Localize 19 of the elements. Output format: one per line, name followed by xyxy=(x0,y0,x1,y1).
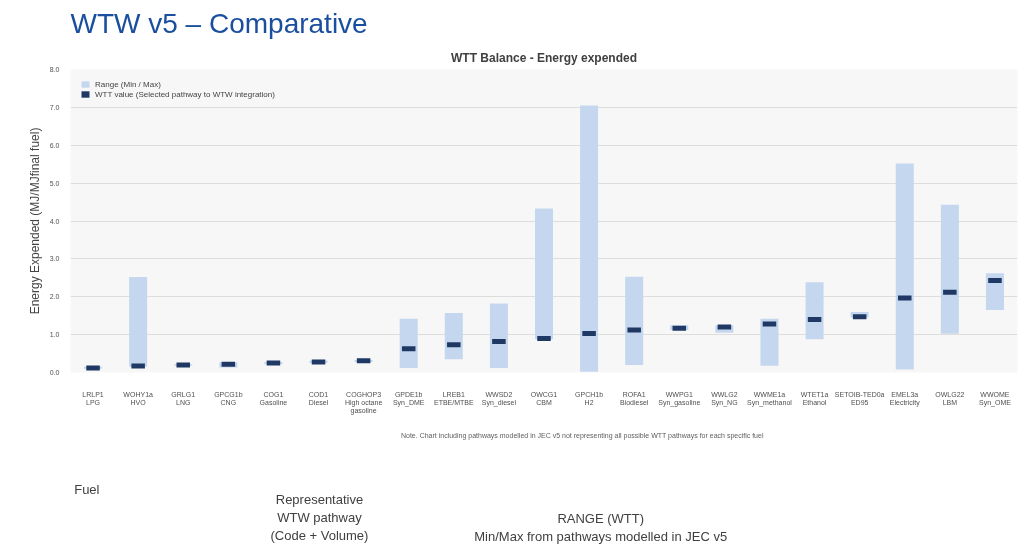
bar xyxy=(580,105,599,372)
text: RANGE (WTT) Min/Max from pathways modelled in JEC v5 xyxy=(474,511,728,544)
legend-label: WTT value (Selected pathway to WTW integration) xyxy=(95,89,275,99)
bar xyxy=(625,276,644,365)
legend-label: Range (Min / Max) xyxy=(95,79,161,89)
bar xyxy=(444,313,463,360)
y-axis-title: Energy Expended (MJ/MJfinal fuel) xyxy=(27,127,42,315)
bar xyxy=(534,208,554,340)
chart-title: WTT Balance - Energy expended xyxy=(450,50,638,65)
bar xyxy=(129,277,148,367)
bar xyxy=(940,204,959,334)
bar xyxy=(895,163,914,370)
bar xyxy=(489,303,508,368)
bar xyxy=(760,318,779,366)
text: Fuel xyxy=(74,482,100,497)
text: WTW v5 – Comparative xyxy=(70,7,368,39)
bar xyxy=(805,282,824,340)
bar xyxy=(399,318,418,368)
text: Representative WTW pathway (Code + Volume) xyxy=(270,492,369,543)
